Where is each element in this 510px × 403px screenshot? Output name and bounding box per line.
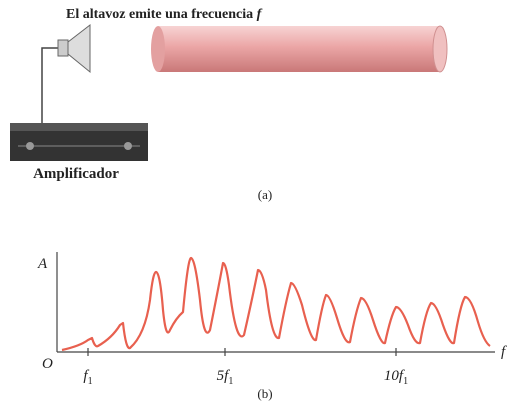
speaker xyxy=(42,25,90,125)
x-tick-label: f1 xyxy=(83,368,92,387)
y-axis-label: A xyxy=(37,256,48,272)
x-tick-label: 5f1 xyxy=(217,368,234,387)
x-axis-label: f xyxy=(501,344,507,360)
tube xyxy=(151,26,447,72)
origin-label: O xyxy=(42,356,53,372)
tick-sub: 1 xyxy=(88,376,93,387)
panel-label: (b) xyxy=(257,386,272,401)
tick-sub: 1 xyxy=(403,376,408,387)
panel-label: (a) xyxy=(258,187,272,202)
amplifier-label: Amplificador xyxy=(33,166,119,182)
figure: El altavoz emite una frecuencia f Amplif… xyxy=(0,0,510,403)
caption-text: El altavoz emite una frecuencia xyxy=(66,7,253,22)
x-tick-label: 10f1 xyxy=(384,368,408,387)
amplifier xyxy=(10,123,148,161)
caption: El altavoz emite una frecuencia f xyxy=(66,7,263,22)
tick-sub: 1 xyxy=(228,376,233,387)
caption-var: f xyxy=(257,7,263,22)
response-curve xyxy=(62,258,490,350)
tick-main: 10f xyxy=(384,368,405,384)
